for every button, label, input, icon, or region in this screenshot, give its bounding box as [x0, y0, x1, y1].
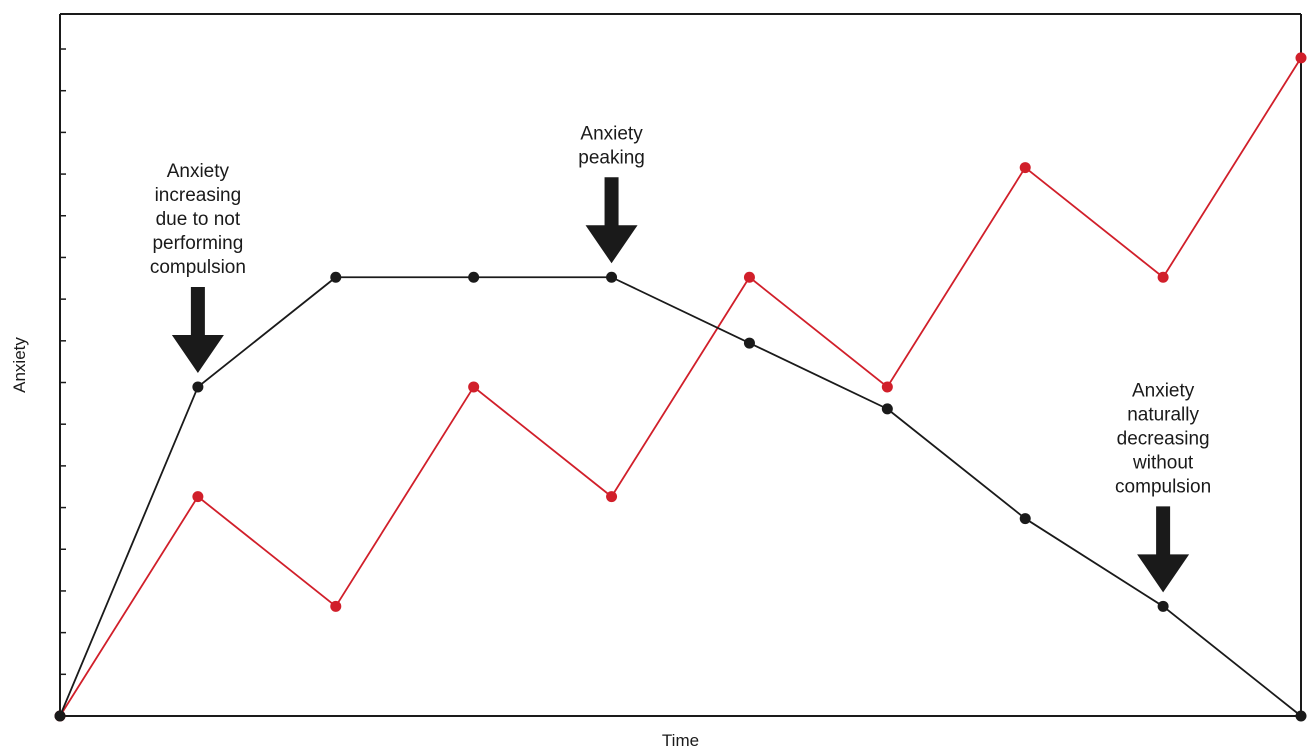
series-1-line	[59, 57, 1302, 717]
series-2-point	[54, 710, 66, 722]
y-axis-ticks	[60, 48, 66, 676]
series-2-point	[1019, 513, 1031, 525]
annotation-text-line: decreasing	[1117, 428, 1210, 449]
series-1-point	[881, 381, 893, 393]
series-1-point	[330, 600, 342, 612]
series-2-point	[330, 271, 342, 283]
annotation-text-line: due to not	[156, 209, 241, 230]
series-2-point	[1295, 710, 1307, 722]
down-arrow-icon	[171, 286, 224, 373]
annotation-text-line: compulsion	[150, 257, 246, 278]
series-2-point	[468, 271, 480, 283]
annotation-text-line: without	[1132, 452, 1194, 473]
series-1-point	[743, 271, 755, 283]
series-2-point	[743, 337, 755, 349]
annotation-text-line: Anxiety	[167, 161, 230, 182]
series-1	[54, 52, 1307, 722]
series-2-point	[1157, 600, 1169, 612]
series-2-line	[59, 276, 1302, 717]
series-2-point	[881, 403, 893, 415]
axes: Time Anxiety	[10, 13, 1302, 750]
series-1-point	[1157, 271, 1169, 283]
down-arrow-icon	[585, 177, 638, 264]
annotations: Anxiety increasing due to not performing com…	[150, 123, 1211, 593]
annotation-text-line: Anxiety	[580, 123, 643, 144]
series	[54, 52, 1307, 722]
x-axis-label: Time	[662, 731, 699, 750]
series-2-point	[606, 271, 618, 283]
annotation-text-line: peaking	[578, 147, 645, 168]
annotation-text-line: naturally	[1127, 404, 1199, 425]
series-1-point	[606, 491, 618, 503]
series-2-point	[192, 381, 204, 393]
series-1-point	[1019, 162, 1031, 174]
annotation-text-line: compulsion	[1115, 476, 1211, 497]
annotation-text-line: increasing	[155, 185, 242, 206]
series-1-point	[468, 381, 480, 393]
annotation-1: Anxiety increasing due to not performing com…	[150, 161, 246, 373]
annotation-text-line: Anxiety	[1132, 380, 1195, 401]
series-1-point	[1295, 52, 1307, 64]
series-1-point	[192, 491, 204, 503]
annotation-text-line: performing	[152, 233, 243, 254]
y-axis-label: Anxiety	[10, 337, 29, 393]
series-2	[54, 271, 1307, 722]
down-arrow-icon	[1137, 506, 1190, 593]
annotation-3: Anxiety naturally decreasing without compuls…	[1115, 380, 1211, 593]
annotation-2: Anxiety peaking	[578, 123, 645, 264]
